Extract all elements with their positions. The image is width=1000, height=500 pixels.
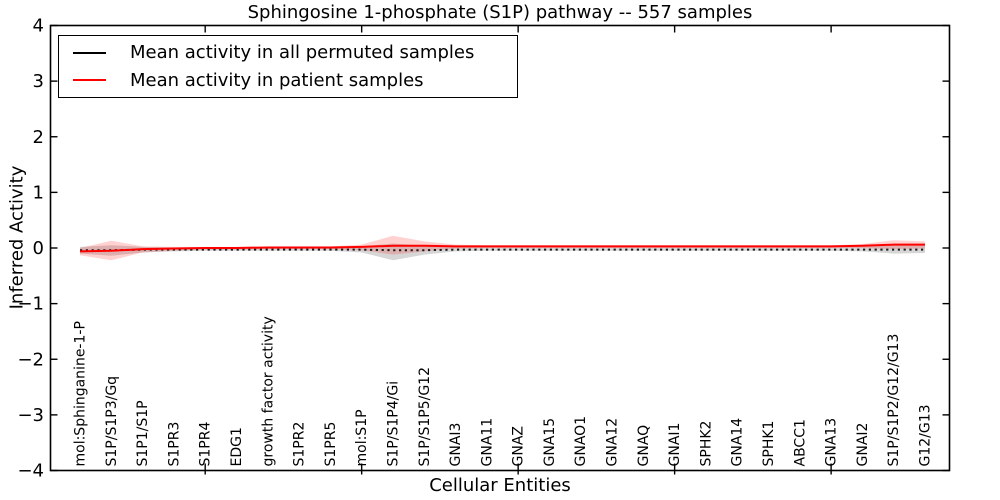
entity-label: GNAI3 bbox=[448, 423, 464, 467]
entity-label: ABCC1 bbox=[792, 419, 808, 466]
y-tick-label: −4 bbox=[17, 461, 44, 482]
y-axis-label: Inferred Activity bbox=[6, 165, 28, 310]
x-axis-label: Cellular Entities bbox=[429, 475, 571, 496]
y-tick-label: −3 bbox=[17, 405, 44, 426]
y-tick-label: −1 bbox=[17, 294, 44, 315]
entity-label: S1PR5 bbox=[323, 422, 339, 467]
entity-label: mol:Sphinganine-1-P bbox=[73, 321, 89, 466]
entity-label: GNA15 bbox=[542, 418, 558, 467]
entity-label: GNAQ bbox=[636, 425, 652, 467]
entity-label: growth factor activity bbox=[260, 316, 276, 466]
patient-mean-line bbox=[79, 243, 925, 253]
entity-label: G12/G13 bbox=[918, 404, 934, 466]
entity-label: GNAO1 bbox=[573, 416, 589, 467]
y-tick-label: 3 bbox=[33, 71, 44, 92]
legend-entry-patient: Mean activity in patient samples bbox=[73, 70, 511, 91]
legend-label: Mean activity in patient samples bbox=[130, 69, 424, 91]
entity-label: S1PR4 bbox=[198, 422, 214, 467]
y-tick-label: −2 bbox=[17, 349, 44, 370]
entity-label: S1PR3 bbox=[166, 422, 182, 467]
y-tick-label: 2 bbox=[33, 127, 44, 148]
patient-std-band bbox=[80, 235, 925, 261]
y-tick-label: 0 bbox=[33, 238, 44, 259]
legend-line-sample-red bbox=[73, 79, 106, 82]
legend: Mean activity in all permuted samples Me… bbox=[58, 35, 518, 98]
entity-label: mol:S1P bbox=[354, 409, 370, 466]
permuted-mean-line bbox=[80, 248, 925, 252]
chart-title: Sphingosine 1-phosphate (S1P) pathway --… bbox=[247, 2, 753, 23]
legend-label: Mean activity in all permuted samples bbox=[130, 42, 475, 64]
entity-label: S1P1/S1P bbox=[135, 400, 151, 466]
entity-label: S1PR2 bbox=[292, 422, 308, 467]
entity-label: GNAI2 bbox=[855, 423, 871, 467]
entity-label: GNAZ bbox=[511, 426, 527, 467]
entity-label: GNA14 bbox=[730, 418, 746, 467]
y-tick-label: 4 bbox=[33, 16, 44, 37]
y-tick-label: 1 bbox=[33, 182, 44, 203]
legend-line-sample-black bbox=[73, 51, 106, 54]
entity-label: S1P/S1P3/Gq bbox=[104, 376, 120, 467]
entity-label: GNAI1 bbox=[667, 423, 683, 467]
entity-label: EDG1 bbox=[229, 427, 245, 466]
entity-label: S1P/S1P5/G12 bbox=[417, 367, 433, 466]
entity-label: S1P/S1P4/Gi bbox=[385, 381, 401, 467]
entity-label: SPHK1 bbox=[761, 421, 777, 467]
entity-label: GNA12 bbox=[605, 418, 621, 467]
entity-label: GNA11 bbox=[479, 418, 495, 467]
entity-label: GNA13 bbox=[824, 418, 840, 467]
entity-label: SPHK2 bbox=[698, 421, 714, 467]
legend-entry-permuted: Mean activity in all permuted samples bbox=[73, 42, 511, 63]
entity-label: S1P/S1P2/G12/G13 bbox=[886, 334, 902, 467]
